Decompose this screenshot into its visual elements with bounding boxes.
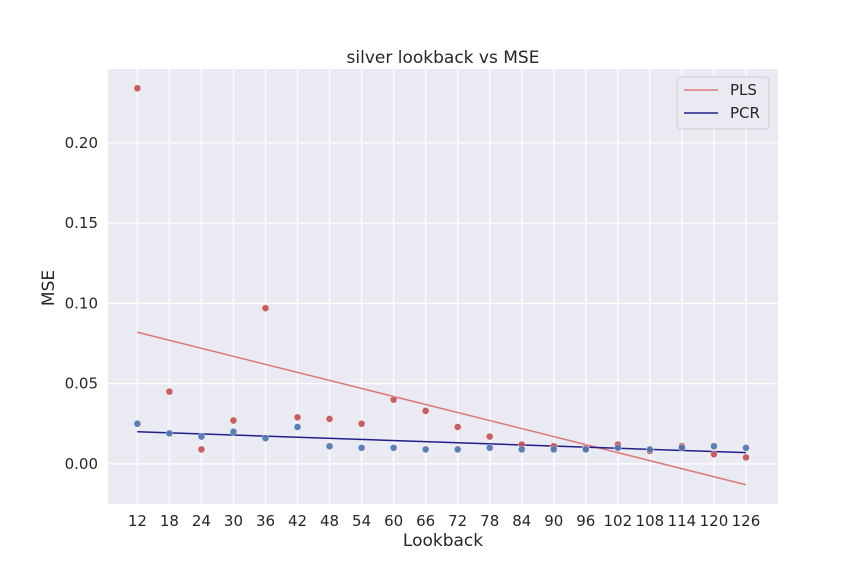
plot-area — [108, 69, 778, 504]
pls-point — [486, 432, 494, 441]
pcr-point — [293, 423, 302, 431]
pls-point — [710, 450, 718, 458]
pcr-point — [486, 444, 494, 452]
x-axis-ticks: 12 18 24 30 36 42 48 54 60 66 72 78 84 90 96 102 108 114 1… — [128, 512, 760, 530]
pls-point — [261, 304, 270, 312]
pls-fit-line — [137, 331, 747, 486]
x-axis-label: Lookback — [403, 531, 483, 551]
pls-point — [389, 395, 398, 404]
pls-point — [325, 415, 334, 423]
x-tick-label: 120 — [700, 512, 729, 530]
x-tick-label: 42 — [288, 512, 307, 530]
y-tick-label: 0.05 — [65, 375, 98, 393]
chart-title: silver lookback vs MSE — [347, 48, 540, 68]
x-tick-label: 60 — [384, 512, 403, 530]
legend-label-pcr: PCR — [730, 104, 760, 122]
y-tick-label: 0.10 — [65, 294, 98, 312]
pls-point — [421, 407, 430, 415]
pcr-point — [325, 442, 334, 450]
x-tick-label: 90 — [544, 512, 563, 530]
x-tick-label: 12 — [128, 512, 147, 530]
x-tick-label: 84 — [512, 512, 531, 530]
x-tick-label: 30 — [224, 512, 243, 530]
pls-point — [229, 416, 238, 425]
pcr-point — [582, 445, 590, 454]
pcr-point — [261, 434, 270, 442]
x-tick-label: 102 — [604, 512, 633, 530]
pls-point — [293, 413, 302, 422]
pls-point — [165, 387, 174, 396]
grid — [108, 69, 778, 504]
pcr-point — [518, 445, 526, 454]
pls-point — [197, 445, 206, 454]
x-tick-label: 78 — [480, 512, 499, 530]
legend: PLS PCR — [676, 76, 770, 130]
x-tick-label: 24 — [192, 512, 211, 530]
pcr-point — [742, 444, 750, 452]
x-tick-label: 18 — [160, 512, 179, 530]
pcr-point — [133, 420, 142, 428]
x-tick-label: 54 — [352, 512, 371, 530]
pls-point — [133, 84, 142, 92]
pcr-point — [678, 444, 686, 452]
pcr-point — [421, 445, 430, 454]
pcr-point — [710, 442, 718, 450]
pls-point — [453, 423, 462, 431]
x-tick-label: 96 — [576, 512, 595, 530]
pcr-point — [550, 445, 558, 454]
pcr-point — [229, 428, 238, 436]
pcr-point — [165, 429, 174, 438]
x-tick-label: 108 — [636, 512, 665, 530]
y-axis-label: MSE — [39, 270, 59, 306]
pcr-fit-line — [137, 431, 746, 454]
pcr-point — [646, 445, 654, 454]
x-tick-label: 114 — [668, 512, 697, 530]
pcr-point — [197, 432, 206, 441]
x-tick-label: 126 — [732, 512, 761, 530]
fit-lines — [137, 331, 747, 486]
x-tick-label: 36 — [256, 512, 275, 530]
pls-point — [357, 420, 366, 428]
y-tick-label: 0.15 — [65, 214, 98, 232]
legend-label-pls: PLS — [730, 81, 757, 99]
pcr-point — [453, 445, 462, 454]
y-tick-label: 0.00 — [65, 455, 98, 473]
data-points — [133, 84, 750, 462]
y-tick-label: 0.20 — [65, 134, 98, 152]
pls-point — [742, 453, 750, 462]
x-tick-label: 72 — [448, 512, 467, 530]
pcr-point — [614, 444, 622, 452]
pcr-point — [389, 444, 398, 452]
x-tick-label: 66 — [416, 512, 435, 530]
pcr-point — [357, 444, 366, 452]
y-axis-ticks: 0.00 0.05 0.10 0.15 0.20 — [65, 134, 98, 473]
x-tick-label: 48 — [320, 512, 339, 530]
